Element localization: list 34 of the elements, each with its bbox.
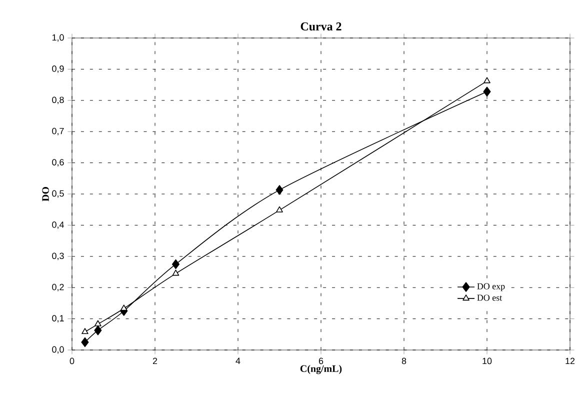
y-tick-label: 0,9 xyxy=(52,65,64,73)
chart-title: Curva 2 xyxy=(300,22,342,30)
x-tick-label: 10 xyxy=(482,358,492,364)
x-tick-label: 6 xyxy=(318,358,324,364)
point xyxy=(94,320,102,326)
y-tick-label: 0,2 xyxy=(52,284,64,292)
y-tick-label: 1,0 xyxy=(52,34,64,42)
point xyxy=(81,337,89,348)
point xyxy=(94,325,102,336)
point xyxy=(120,304,128,311)
x-tick-label: 8 xyxy=(402,358,406,364)
x-axis-title: C(ng/mL) xyxy=(300,364,342,374)
x-tick-label: 2 xyxy=(152,358,158,364)
point xyxy=(483,86,491,97)
y-tick-label: 0,6 xyxy=(52,159,64,166)
y-tick-label: 0,5 xyxy=(52,190,64,198)
x-tick-label: 4 xyxy=(236,358,240,364)
point xyxy=(172,270,180,276)
point xyxy=(276,206,283,212)
y-tick-label: 0,8 xyxy=(52,96,64,104)
x-tick-label: 12 xyxy=(566,358,575,364)
y-tick-label: 0,4 xyxy=(52,221,64,229)
y-tick-label: 0,1 xyxy=(52,315,64,322)
legend-label: DO exp xyxy=(477,283,505,292)
x-tick-label: 0 xyxy=(70,358,74,364)
y-tick-label: 0,7 xyxy=(52,128,64,136)
y-axis-title: DO xyxy=(42,187,49,202)
point xyxy=(172,259,180,270)
y-tick-label: 0,0 xyxy=(52,346,64,354)
point xyxy=(484,77,490,84)
legend-label: DO est xyxy=(477,294,502,301)
y-tick-label: 0,3 xyxy=(52,252,64,260)
point xyxy=(276,185,284,195)
point xyxy=(82,328,88,334)
